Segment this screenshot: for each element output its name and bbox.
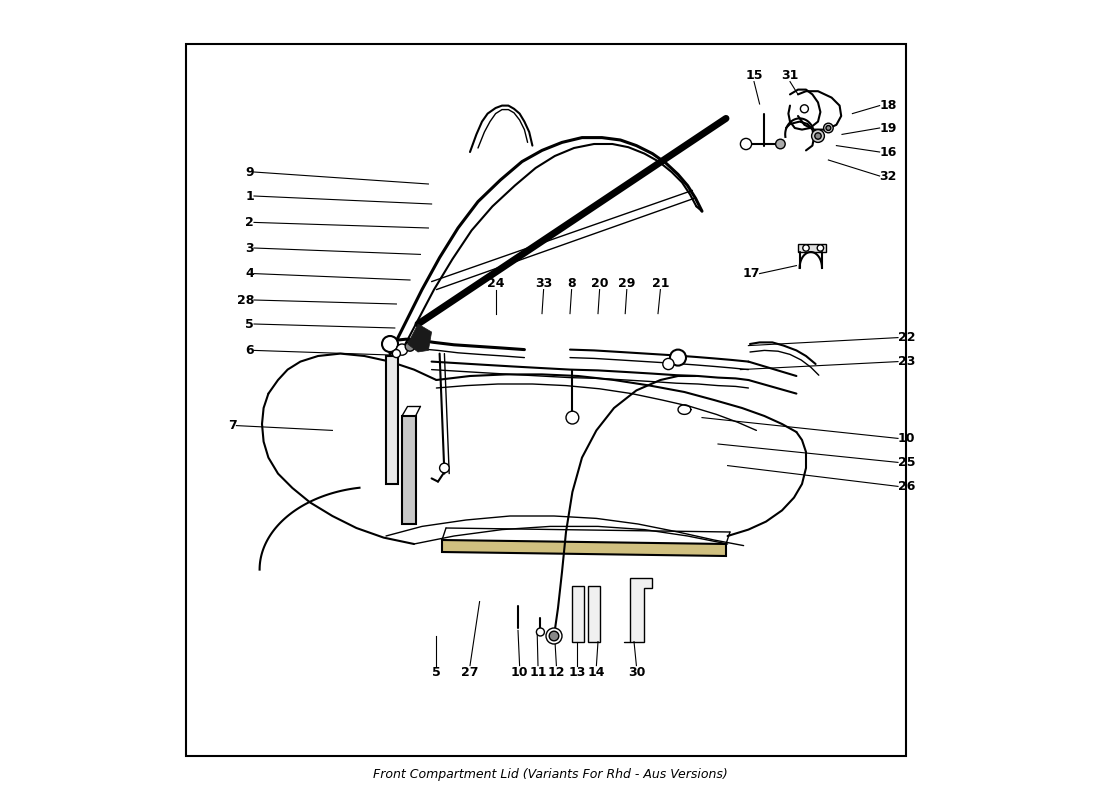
Text: 13: 13	[569, 666, 586, 678]
Text: 5: 5	[245, 318, 254, 330]
Text: 18: 18	[880, 99, 896, 112]
Text: 19: 19	[880, 122, 896, 134]
Text: 10: 10	[510, 666, 528, 678]
Text: 7: 7	[228, 419, 236, 432]
Text: 23: 23	[898, 355, 915, 368]
Circle shape	[740, 138, 751, 150]
Text: 31: 31	[781, 69, 799, 82]
Text: 16: 16	[880, 146, 896, 158]
Text: 12: 12	[548, 666, 565, 678]
Text: 29: 29	[618, 277, 636, 290]
Text: 8: 8	[568, 277, 576, 290]
Circle shape	[670, 350, 686, 366]
Polygon shape	[402, 416, 416, 524]
Circle shape	[826, 126, 830, 130]
Circle shape	[801, 105, 808, 113]
Text: 20: 20	[591, 277, 608, 290]
Circle shape	[803, 245, 810, 251]
Text: 24: 24	[487, 277, 504, 290]
Polygon shape	[442, 540, 726, 556]
Text: 4: 4	[245, 267, 254, 280]
Polygon shape	[588, 586, 600, 642]
Bar	[186, 44, 906, 756]
Text: 25: 25	[898, 456, 915, 469]
Circle shape	[663, 358, 674, 370]
Text: 27: 27	[461, 666, 478, 678]
Circle shape	[546, 628, 562, 644]
Text: 10: 10	[898, 432, 915, 445]
Circle shape	[776, 139, 785, 149]
Circle shape	[537, 628, 544, 636]
Circle shape	[566, 411, 579, 424]
Polygon shape	[408, 324, 431, 352]
Text: 14: 14	[587, 666, 605, 678]
Text: 17: 17	[742, 267, 760, 280]
Text: 22: 22	[898, 331, 915, 344]
Circle shape	[549, 631, 559, 641]
Text: 11: 11	[529, 666, 547, 678]
Text: 15: 15	[746, 69, 762, 82]
Text: 30: 30	[628, 666, 645, 678]
Circle shape	[440, 463, 449, 473]
Circle shape	[405, 342, 415, 351]
Text: 21: 21	[651, 277, 669, 290]
Circle shape	[382, 336, 398, 352]
Circle shape	[817, 245, 824, 251]
Text: 28: 28	[236, 294, 254, 306]
Text: 6: 6	[245, 344, 254, 357]
Polygon shape	[798, 244, 826, 252]
Circle shape	[824, 123, 833, 133]
Text: 2: 2	[245, 216, 254, 229]
Text: 26: 26	[898, 480, 915, 493]
Text: 3: 3	[245, 242, 254, 254]
Circle shape	[393, 350, 400, 358]
Polygon shape	[630, 578, 652, 642]
Text: Front Compartment Lid (Variants For Rhd - Aus Versions): Front Compartment Lid (Variants For Rhd …	[373, 768, 727, 781]
Text: 9: 9	[245, 166, 254, 178]
Polygon shape	[386, 356, 398, 484]
Circle shape	[396, 344, 408, 355]
Text: 5: 5	[432, 666, 441, 678]
Text: 32: 32	[880, 170, 896, 182]
Text: 1: 1	[245, 190, 254, 202]
Circle shape	[815, 133, 822, 139]
Text: 33: 33	[535, 277, 552, 290]
Polygon shape	[572, 586, 584, 642]
Circle shape	[812, 130, 824, 142]
